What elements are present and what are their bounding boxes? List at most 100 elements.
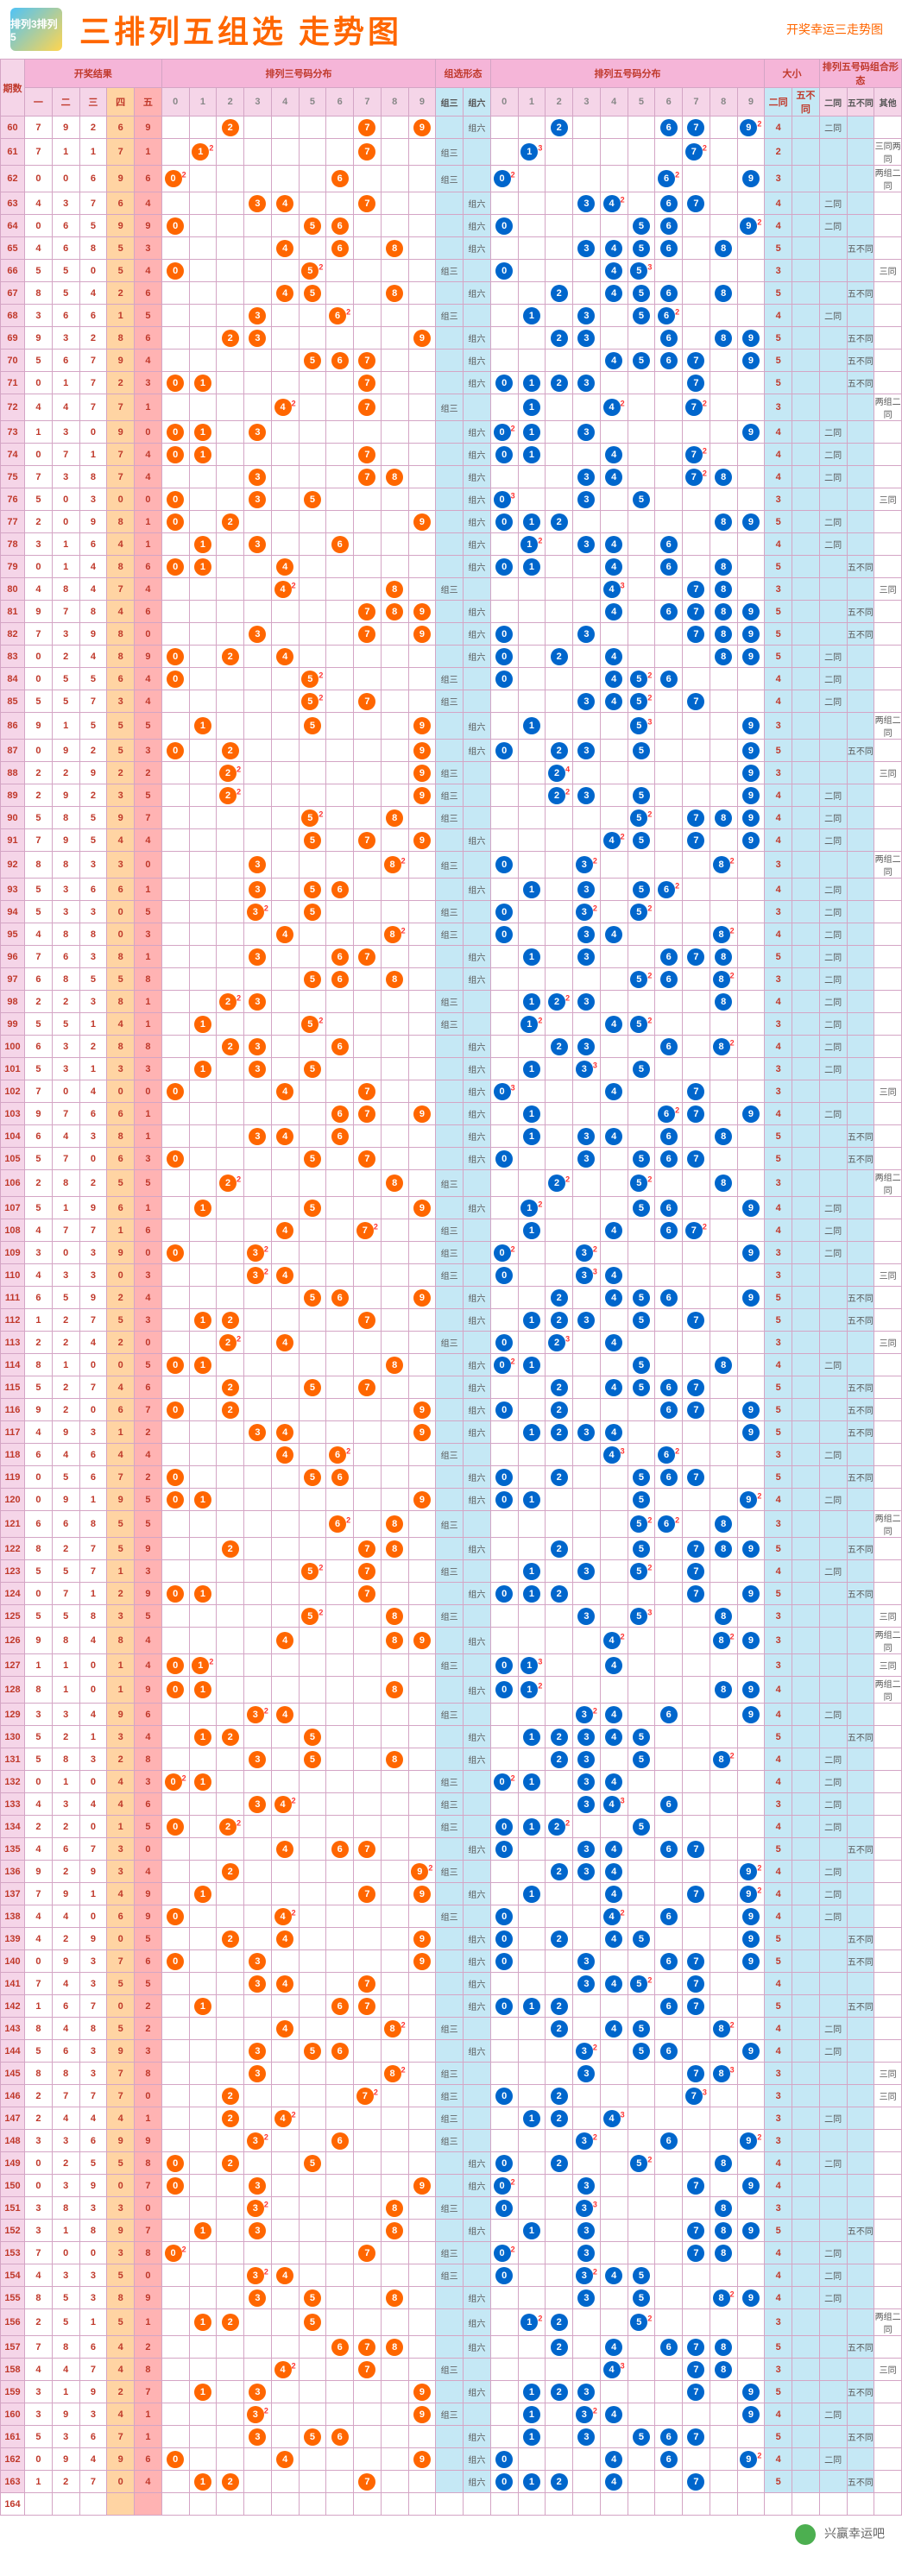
cell-p5 xyxy=(710,2040,737,2063)
cell-res: 7 xyxy=(25,466,53,488)
cell-res: 1 xyxy=(52,1654,79,1677)
cell-p3 xyxy=(326,923,354,946)
cell-type: 组六 xyxy=(464,421,491,444)
cell-stat: 4 xyxy=(765,117,792,139)
cell-res: 8 xyxy=(79,2018,107,2040)
cell-p3 xyxy=(326,2107,354,2130)
cell-p3 xyxy=(326,1170,354,1197)
cell-type: 组六 xyxy=(464,601,491,623)
cell-p3 xyxy=(244,1148,272,1170)
cell-p5 xyxy=(683,2493,710,2516)
cell-p5: 53 xyxy=(628,1605,655,1628)
cell-p3 xyxy=(161,601,189,623)
cell-res: 6 xyxy=(135,1376,162,1399)
cell-p3 xyxy=(326,2381,354,2403)
cell-p3 xyxy=(381,1264,408,1287)
cell-stat2 xyxy=(792,1197,820,1219)
cell-p3 xyxy=(381,215,408,237)
cell-p5 xyxy=(737,1838,765,1861)
cell-p3 xyxy=(217,2018,244,2040)
cell-p5: 8 xyxy=(710,1677,737,1704)
cell-p3 xyxy=(326,1726,354,1748)
cell-tag xyxy=(819,1511,847,1538)
cell-tag xyxy=(874,2264,902,2287)
cell-p3: 7 xyxy=(354,394,382,421)
cell-p5 xyxy=(710,305,737,327)
cell-res: 3 xyxy=(52,2264,79,2287)
cell-p3 xyxy=(161,282,189,305)
cell-p3 xyxy=(326,260,354,282)
cell-p5 xyxy=(628,1583,655,1605)
cell-p3: 22 xyxy=(217,762,244,784)
cell-res: 6 xyxy=(135,166,162,192)
cell-p3 xyxy=(189,2130,217,2152)
cell-p5: 8 xyxy=(710,2152,737,2175)
cell-res: 8 xyxy=(107,646,135,668)
cell-p5 xyxy=(490,946,518,968)
cell-p3: 82 xyxy=(381,923,408,946)
table-header: 期数 开奖结果 排列三号码分布 组选形态 排列五号码分布 大小 排列五号码组合形… xyxy=(1,60,902,117)
cell-tag: 二同 xyxy=(819,192,847,215)
cell-res: 7 xyxy=(25,2242,53,2264)
cell-p5: 3 xyxy=(573,1036,601,1058)
cell-p5 xyxy=(628,2130,655,2152)
cell-p5 xyxy=(518,1511,546,1538)
cell-res: 2 xyxy=(107,1748,135,1771)
cell-res: 1 xyxy=(79,139,107,166)
cell-p5 xyxy=(683,1125,710,1148)
cell-p5: 2 xyxy=(546,2381,573,2403)
cell-p5 xyxy=(737,578,765,601)
cell-p3: 1 xyxy=(189,1354,217,1376)
cell-res: 8 xyxy=(52,2336,79,2359)
cell-p5 xyxy=(600,139,628,166)
table-row: 8197846789组六467895五不同 xyxy=(1,601,902,623)
cell-res: 5 xyxy=(25,690,53,713)
cell-p3 xyxy=(408,2107,436,2130)
cell-p5 xyxy=(573,1995,601,2018)
cell-p5: 9 xyxy=(737,1242,765,1264)
cell-tag: 三同 xyxy=(874,578,902,601)
cell-idx: 164 xyxy=(1,2493,25,2516)
cell-p5: 1 xyxy=(518,556,546,578)
cell-p5 xyxy=(683,2309,710,2336)
hdr-p3-9: 9 xyxy=(408,88,436,117)
cell-p3: 1 xyxy=(189,533,217,556)
cell-p3 xyxy=(271,1197,299,1219)
cell-tag: 五不同 xyxy=(847,1538,874,1560)
cell-p5 xyxy=(518,117,546,139)
cell-p5: 12 xyxy=(518,1197,546,1219)
cell-p5: 9 xyxy=(737,1628,765,1654)
cell-p3: 9 xyxy=(408,1287,436,1309)
cell-type: 组六 xyxy=(464,1036,491,1058)
cell-p5 xyxy=(600,215,628,237)
cell-p5 xyxy=(683,1654,710,1677)
cell-res: 9 xyxy=(79,762,107,784)
cell-p3 xyxy=(244,1838,272,1861)
cell-p5: 0 xyxy=(490,1677,518,1704)
cell-p3 xyxy=(299,1816,326,1838)
cell-idx: 120 xyxy=(1,1489,25,1511)
cell-res: 5 xyxy=(52,260,79,282)
cell-p5 xyxy=(737,2309,765,2336)
cell-p5 xyxy=(737,668,765,690)
cell-p3 xyxy=(271,260,299,282)
cell-p3 xyxy=(381,1399,408,1421)
cell-stat xyxy=(765,2493,792,2516)
cell-p3: 5 xyxy=(299,879,326,901)
cell-p5 xyxy=(683,488,710,511)
cell-p3 xyxy=(381,1905,408,1928)
cell-res: 8 xyxy=(25,1354,53,1376)
cell-type xyxy=(464,2130,491,2152)
cell-p5 xyxy=(655,1628,683,1654)
cell-type xyxy=(464,1704,491,1726)
cell-res: 0 xyxy=(79,1771,107,1793)
cell-p3 xyxy=(408,2085,436,2107)
cell-p3: 6 xyxy=(326,1838,354,1861)
cell-res xyxy=(52,2493,79,2516)
cell-tag: 三同 xyxy=(874,1654,902,1677)
cell-tag xyxy=(874,1748,902,1771)
cell-p3 xyxy=(271,623,299,646)
cell-p3 xyxy=(244,260,272,282)
cell-type: 组六 xyxy=(464,556,491,578)
cell-p5: 2 xyxy=(546,2018,573,2040)
